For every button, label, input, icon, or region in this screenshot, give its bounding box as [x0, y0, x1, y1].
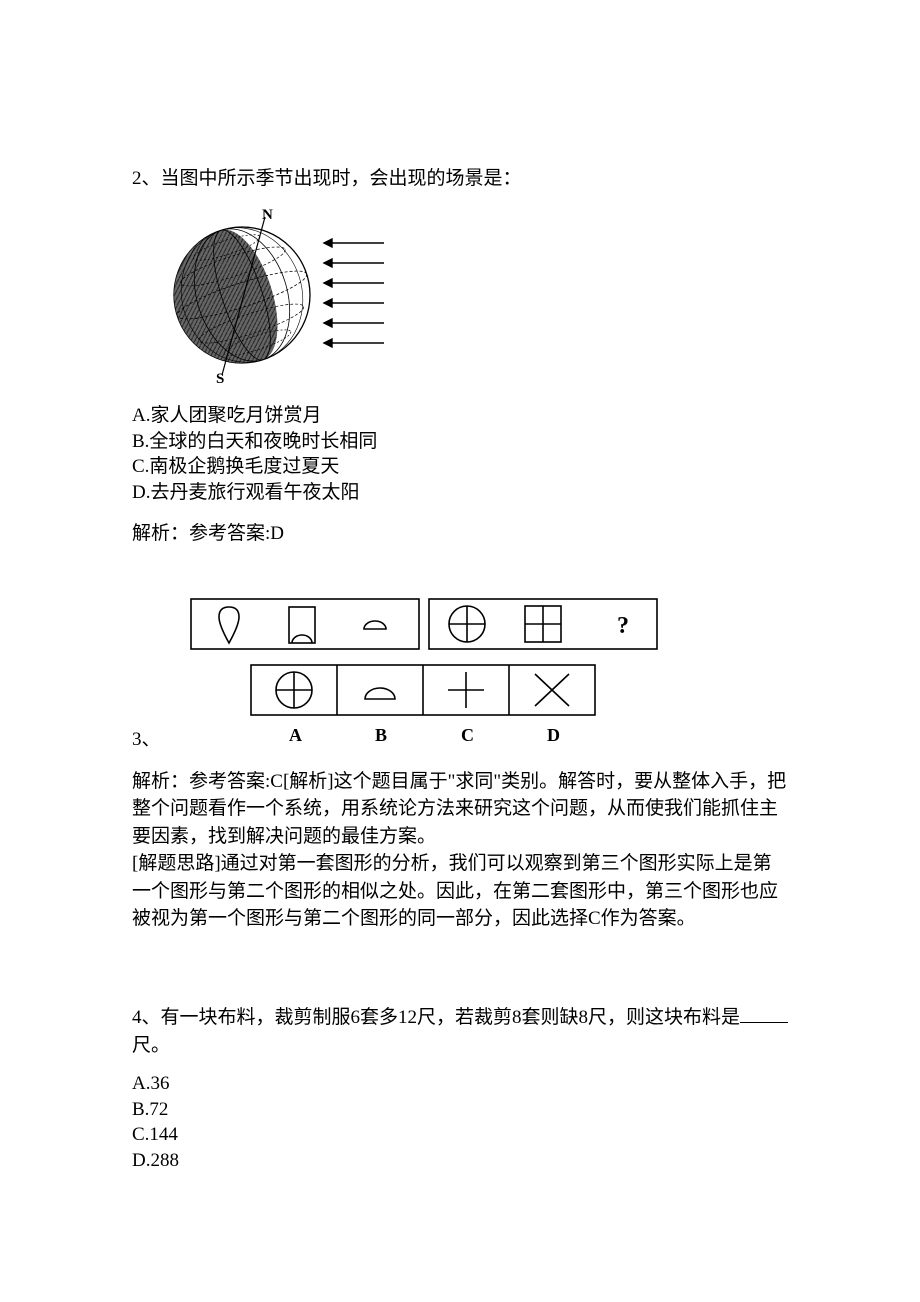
q4-option-c: C.144	[132, 1122, 790, 1148]
q2-options: A.家人团聚吃月饼赏月 B.全球的白天和夜晚时长相同 C.南极企鹅换毛度过夏天 …	[132, 403, 790, 506]
pattern-svg: ?	[189, 597, 659, 747]
q3-number: 3、	[132, 726, 189, 756]
q3-analysis: 解析：参考答案:C[解析]这个题目属于"求同"类别。解答时，要从整体入手，把整个…	[132, 768, 790, 933]
q3-figure: ?	[189, 597, 659, 756]
q2-option-d: D.去丹麦旅行观看午夜太阳	[132, 480, 790, 506]
q2-analysis-label: 解析：	[132, 523, 189, 544]
globe-north-label: N	[262, 207, 273, 223]
q4-option-a: A.36	[132, 1071, 790, 1097]
question-mark: ?	[617, 613, 629, 639]
q3-analysis-p2: [解题思路]通过对第一套图形的分析，我们可以观察到第三个图形实际上是第一个图形与…	[132, 853, 778, 929]
q3-analysis-label: 解析：	[132, 771, 189, 792]
q4-option-b: B.72	[132, 1097, 790, 1123]
q2-number: 2、	[132, 168, 161, 189]
q4-stem-after: 尺。	[132, 1035, 170, 1056]
page-content: 2、当图中所示季节出现时，会出现的场景是：	[0, 0, 920, 1234]
q4-block: 4、有一块布料，裁剪制服6套多12尺，若裁剪8套则缺8尺，则这块布料是尺。 A.…	[132, 1003, 790, 1174]
q2-option-b: B.全球的白天和夜晚时长相同	[132, 429, 790, 455]
q2-figure: N S	[162, 205, 790, 394]
fill-blank	[740, 1003, 788, 1023]
q4-stem-before: 有一块布料，裁剪制服6套多12尺，若裁剪8套则缺8尺，则这块布料是	[161, 1007, 741, 1028]
q2-option-a: A.家人团聚吃月饼赏月	[132, 403, 790, 429]
q3-label-d: D	[547, 725, 560, 745]
q4-stem: 4、有一块布料，裁剪制服6套多12尺，若裁剪8套则缺8尺，则这块布料是尺。	[132, 1003, 790, 1059]
globe-south-label: S	[216, 371, 224, 385]
q4-number: 4、	[132, 1007, 161, 1028]
q3-label-c: C	[461, 725, 474, 745]
q2-stem-text: 当图中所示季节出现时，会出现的场景是：	[161, 168, 522, 189]
q2-option-c: C.南极企鹅换毛度过夏天	[132, 454, 790, 480]
q2-stem: 2、当图中所示季节出现时，会出现的场景是：	[132, 165, 790, 193]
q3-label-a: A	[289, 725, 302, 745]
globe-svg: N S	[162, 205, 392, 385]
q3-row: 3、	[132, 597, 790, 756]
q2-analysis-text: 参考答案:D	[189, 523, 284, 544]
sun-rays	[324, 239, 384, 347]
q4-option-d: D.288	[132, 1148, 790, 1174]
q3-label-b: B	[375, 725, 387, 745]
q3-analysis-p1: 参考答案:C[解析]这个题目属于"求同"类别。解答时，要从整体入手，把整个问题看…	[132, 771, 786, 847]
q2-analysis: 解析：参考答案:D	[132, 520, 790, 548]
